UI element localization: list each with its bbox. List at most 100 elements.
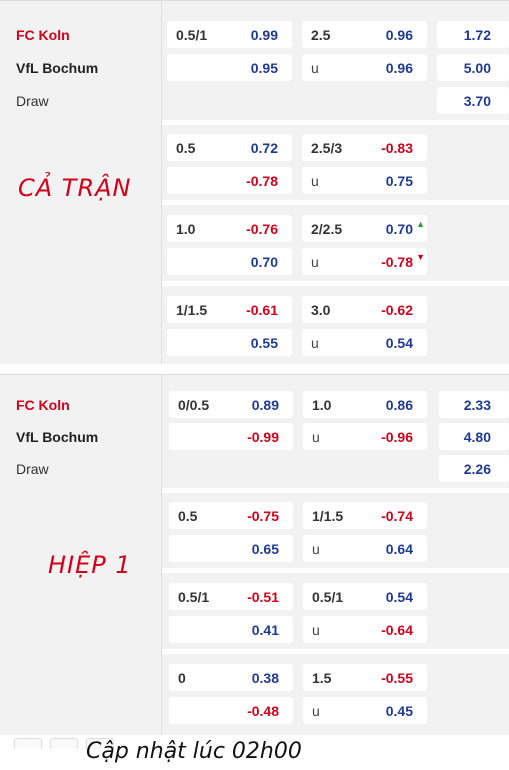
hdp-away-cell[interactable]: 0.95	[167, 54, 292, 81]
hdp-line: 1.0	[176, 221, 196, 237]
footer-tab[interactable]	[86, 738, 114, 749]
hdp-away-cell[interactable]: 0.65	[169, 535, 293, 562]
draw-label: Draw	[16, 93, 49, 109]
ou-line: 1.0	[312, 397, 332, 413]
hdp-home-odd: 0.72	[250, 140, 278, 156]
ou-under-odd: 0.64	[385, 541, 413, 557]
hdp-away-cell[interactable]: -0.99	[169, 423, 293, 450]
hdp-home-cell[interactable]: 0.5 -0.75	[169, 502, 293, 529]
x12-home-odd: 1.72	[463, 27, 491, 43]
x12-away-odd: 4.80	[463, 429, 491, 445]
x12-away-cell[interactable]: 4.80	[439, 423, 509, 450]
hdp-home-odd: -0.61	[246, 302, 278, 318]
hdp-home-odd: 0.89	[251, 397, 279, 413]
hdp-line: 0.5	[176, 140, 196, 156]
hdp-home-cell[interactable]: 0.5/1 0.99	[167, 21, 292, 48]
footer-tab[interactable]	[50, 738, 78, 749]
ou-line: 2/2.5	[311, 221, 343, 237]
ou-over-odd: -0.83	[381, 140, 413, 156]
ou-over-odd: 0.70	[385, 221, 413, 237]
x12-away-cell[interactable]: 5.00	[437, 54, 509, 81]
ou-over-cell[interactable]: 2.5 0.96	[302, 21, 427, 48]
ou-over-odd: 0.86	[385, 397, 413, 413]
ou-line: 3.0	[311, 302, 331, 318]
footer-tab[interactable]	[14, 738, 42, 749]
row-divider	[162, 281, 509, 286]
x12-away-odd: 5.00	[463, 60, 491, 76]
hdp-away-cell[interactable]: -0.78	[167, 167, 292, 194]
hdp-home-cell[interactable]: 1.0 -0.76	[167, 215, 292, 242]
x12-draw-odd: 2.26	[463, 461, 491, 477]
hdp-line: 0	[178, 670, 186, 686]
ou-under-label: u	[311, 60, 319, 76]
ou-over-cell[interactable]: 1/1.5 -0.74	[303, 502, 427, 529]
ou-over-odd: 0.96	[385, 27, 413, 43]
first-half-section: FC Koln VfL Bochum Draw HIỆP 1 0/0.5 0.8…	[0, 374, 509, 735]
hdp-home-odd: -0.75	[247, 508, 279, 524]
ou-line: 2.5/3	[311, 140, 343, 156]
ou-over-cell[interactable]: 3.0 -0.62	[302, 296, 427, 323]
ou-under-cell[interactable]: u 0.45	[303, 697, 427, 724]
ou-under-cell[interactable]: u -0.64	[303, 616, 427, 643]
hdp-home-cell[interactable]: 0 0.38	[169, 664, 293, 691]
hdp-home-cell[interactable]: 0.5/1 -0.51	[169, 583, 293, 610]
ou-under-label: u	[311, 335, 319, 351]
hdp-away-odd: 0.55	[250, 335, 278, 351]
ou-over-odd: -0.74	[381, 508, 413, 524]
home-team-name: FC Koln	[16, 27, 70, 43]
draw-label: Draw	[16, 461, 49, 477]
hdp-away-odd: 0.70	[250, 254, 278, 270]
ou-over-cell[interactable]: 0.5/1 0.54	[303, 583, 427, 610]
row-divider	[162, 200, 509, 205]
ou-line: 1/1.5	[312, 508, 344, 524]
ou-over-odd: 0.54	[385, 589, 413, 605]
hdp-away-odd: 0.41	[251, 622, 279, 638]
hdp-away-cell[interactable]: 0.70	[167, 248, 292, 275]
x12-draw-odd: 3.70	[463, 93, 491, 109]
hdp-line: 0.5/1	[178, 589, 210, 605]
ou-under-label: u	[311, 173, 319, 189]
x12-home-cell[interactable]: 2.33	[439, 391, 509, 418]
hdp-away-cell[interactable]: -0.48	[169, 697, 293, 724]
ou-over-cell[interactable]: 1.5 -0.55	[303, 664, 427, 691]
hdp-away-odd: -0.48	[247, 703, 279, 719]
update-time-caption: Cập nhật lúc 02h00	[86, 739, 302, 764]
ou-under-cell[interactable]: u -0.78 ▼	[302, 248, 427, 275]
row-divider	[162, 568, 509, 573]
ou-under-label: u	[312, 622, 320, 638]
full-match-section: FC Koln VfL Bochum Draw CẢ TRẬN 0.5/1 0.…	[0, 0, 509, 365]
hdp-home-cell[interactable]: 1/1.5 -0.61	[167, 296, 292, 323]
ou-under-cell[interactable]: u -0.96	[303, 423, 427, 450]
ou-under-label: u	[312, 703, 320, 719]
ou-under-label: u	[312, 429, 320, 445]
x12-home-cell[interactable]: 1.72	[437, 21, 509, 48]
ou-under-cell[interactable]: u 0.64	[303, 535, 427, 562]
ou-over-odd: -0.62	[381, 302, 413, 318]
ou-line: 2.5	[311, 27, 331, 43]
ou-under-cell[interactable]: u 0.75	[302, 167, 427, 194]
ou-under-cell[interactable]: u 0.96	[302, 54, 427, 81]
x12-draw-cell[interactable]: 3.70	[437, 87, 509, 114]
ou-under-odd: 0.96	[385, 60, 413, 76]
hdp-home-cell[interactable]: 0.5 0.72	[167, 134, 292, 161]
ou-over-cell[interactable]: 2/2.5 0.70 ▲	[302, 215, 427, 242]
hdp-home-cell[interactable]: 0/0.5 0.89	[169, 391, 293, 418]
ou-under-odd: -0.64	[381, 622, 413, 638]
ou-over-cell[interactable]: 2.5/3 -0.83	[302, 134, 427, 161]
hdp-line: 0.5	[178, 508, 198, 524]
section-divider	[0, 364, 509, 374]
ou-under-odd: 0.45	[385, 703, 413, 719]
arrow-up-icon: ▲	[416, 219, 425, 229]
ou-under-cell[interactable]: u 0.54	[302, 329, 427, 356]
hdp-home-odd: -0.51	[247, 589, 279, 605]
hdp-away-cell[interactable]: 0.55	[167, 329, 292, 356]
row-divider	[162, 488, 509, 493]
away-team-name: VfL Bochum	[16, 60, 99, 76]
away-team-name: VfL Bochum	[16, 429, 99, 445]
ou-over-cell[interactable]: 1.0 0.86	[303, 391, 427, 418]
hdp-away-cell[interactable]: 0.41	[169, 616, 293, 643]
ou-over-odd: -0.55	[381, 670, 413, 686]
x12-draw-cell[interactable]: 2.26	[439, 455, 509, 482]
hdp-away-odd: 0.95	[250, 60, 278, 76]
ou-line: 0.5/1	[312, 589, 344, 605]
